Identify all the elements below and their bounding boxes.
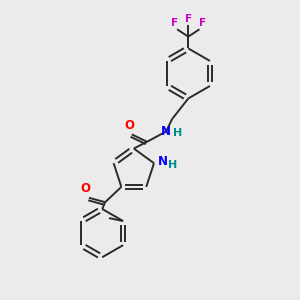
Text: N: N — [161, 125, 171, 138]
Text: N: N — [158, 155, 167, 168]
Text: F: F — [171, 18, 178, 28]
Text: O: O — [124, 119, 134, 132]
Text: H: H — [168, 160, 177, 170]
Text: H: H — [173, 128, 182, 138]
Text: F: F — [185, 14, 192, 24]
Text: F: F — [199, 18, 206, 28]
Text: O: O — [80, 182, 90, 195]
